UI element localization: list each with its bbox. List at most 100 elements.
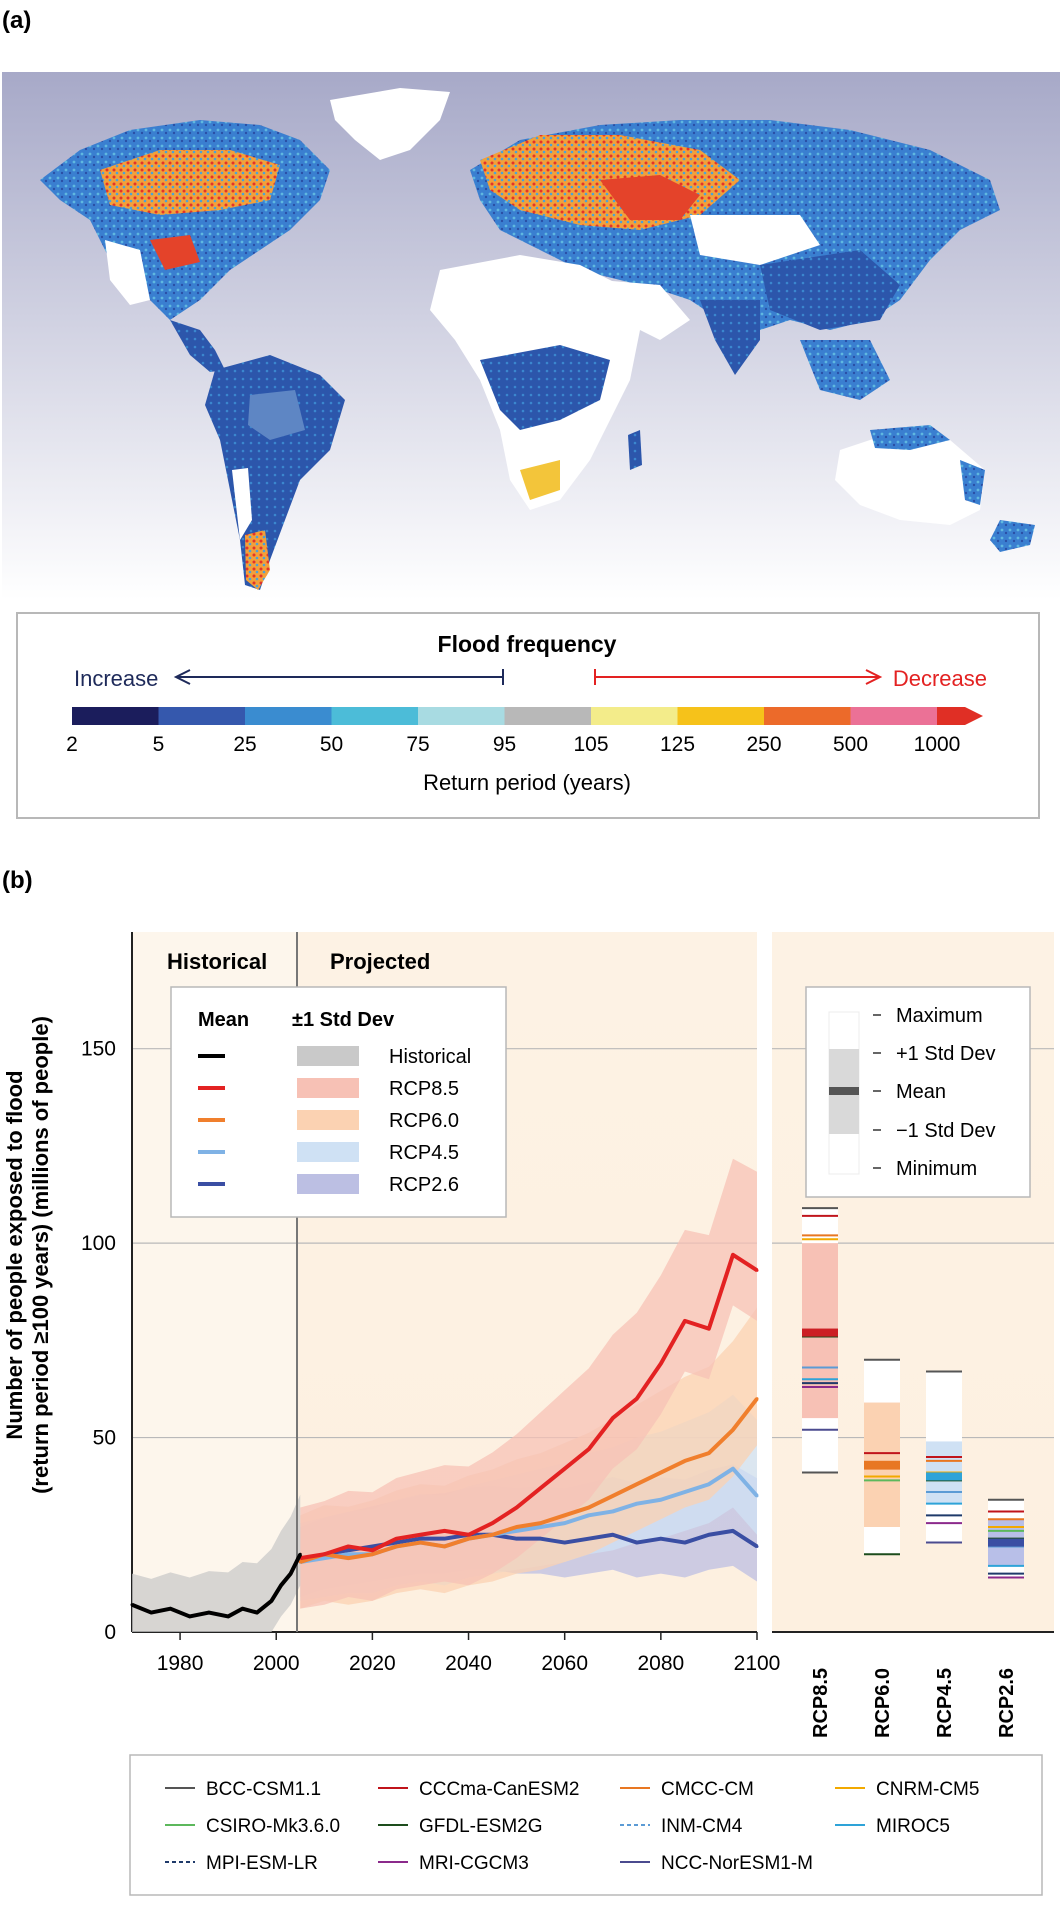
std-band-historical [132, 1494, 301, 1632]
box-scenario-label: RCP2.6 [996, 1668, 1018, 1738]
data-point [587, 1513, 591, 1517]
box-scenario-label: RCP8.5 [810, 1668, 832, 1738]
box-key-mean-label: Mean [896, 1081, 946, 1103]
model-legend-label: MRI-CGCM3 [419, 1853, 529, 1874]
model-legend-label: CSIRO-Mk3.6.0 [206, 1816, 340, 1837]
color-scale-tick-label: 25 [233, 733, 256, 756]
data-point [289, 1572, 293, 1576]
panel-a-label: (a) [2, 7, 31, 34]
data-point [394, 1544, 398, 1548]
model-legend-label: MPI-ESM-LR [206, 1853, 318, 1874]
data-point [418, 1541, 422, 1545]
patagonia-hot [245, 530, 270, 590]
south-america-dry-strip [232, 468, 252, 540]
y-tick-label: 0 [104, 1621, 116, 1644]
data-point [611, 1533, 615, 1537]
color-segment [677, 707, 765, 725]
australia-north-coast [870, 425, 950, 450]
data-point [269, 1599, 273, 1603]
increase-arrow [173, 669, 504, 685]
color-scale-tick-label: 250 [746, 733, 781, 756]
box-key-minimum: Minimum [896, 1158, 977, 1180]
north-america-warm-band [100, 150, 280, 215]
y-tick-label: 150 [81, 1038, 116, 1061]
box-scenario-label: RCP4.5 [934, 1668, 956, 1738]
mean-line-rcp85 [299, 1252, 759, 1561]
north-america-red-area [150, 235, 200, 270]
data-point [188, 1614, 192, 1618]
data-point [683, 1541, 687, 1545]
data-point [130, 1603, 134, 1607]
world-map [2, 72, 1060, 600]
legend-swatch-band [297, 1110, 359, 1130]
data-point [683, 1319, 687, 1323]
color-segment [764, 707, 851, 725]
data-point [279, 1583, 283, 1587]
color-segment-arrow [937, 707, 983, 725]
mean-line-rcp60 [299, 1397, 759, 1564]
data-point [346, 1548, 350, 1552]
data-point [707, 1533, 711, 1537]
color-segment [504, 707, 592, 725]
australia-shape [835, 430, 985, 525]
data-point [370, 1548, 374, 1552]
boxplot-key: Maximum +1 Std Dev Mean −1 Std Dev Minim… [805, 986, 1031, 1198]
box-mean [864, 1460, 900, 1469]
data-point [539, 1486, 543, 1490]
panel-b-label: (b) [2, 867, 33, 894]
data-point [563, 1521, 567, 1525]
box-mean [926, 1472, 962, 1481]
data-point [635, 1397, 639, 1401]
greenland-shape [330, 88, 450, 160]
data-point [539, 1521, 543, 1525]
data-point [241, 1607, 245, 1611]
color-segment [850, 707, 938, 725]
data-point [539, 1537, 543, 1541]
color-scale-tick-label: 50 [320, 733, 343, 756]
data-point [394, 1541, 398, 1545]
model-legend-frame [129, 1754, 1043, 1896]
box-mean [988, 1538, 1024, 1547]
data-point [443, 1537, 446, 1541]
legend-swatch-band [297, 1142, 359, 1162]
data-point [731, 1529, 735, 1533]
data-point [563, 1541, 567, 1545]
color-scale-tick-label: 95 [493, 733, 516, 756]
color-scale-tick-label: 105 [573, 733, 608, 756]
data-point [659, 1498, 663, 1502]
mean-line-rcp26 [299, 1528, 759, 1564]
x-tick-label: 2040 [445, 1652, 492, 1675]
box-mean [802, 1328, 838, 1337]
central-asia-dry [690, 215, 820, 265]
data-point [322, 1552, 326, 1556]
model-legend: BCC-CSM1.1 CCCma-CanESM2 CMCC-CM CNRM-CM5 CS… [129, 1754, 1043, 1896]
data-point [611, 1494, 615, 1498]
data-point [370, 1544, 374, 1548]
scenario-legend-rows: Historical RCP8.5 RCP6.0 RCP4.5 RCP2.6 [198, 1046, 471, 1196]
x-tick-label: 2100 [734, 1652, 781, 1675]
southeast-asia-shape [800, 340, 890, 400]
data-point [443, 1544, 446, 1548]
legend-series-label: RCP6.0 [389, 1110, 459, 1132]
model-legend-label: INM-CM4 [661, 1816, 743, 1837]
color-segment [245, 707, 332, 725]
scenario-boxplots [802, 1207, 1024, 1579]
data-point [394, 1537, 398, 1541]
africa-south-yellow [520, 460, 560, 500]
legend-series-label: RCP8.5 [389, 1078, 459, 1100]
data-point [491, 1533, 495, 1537]
data-point [346, 1556, 350, 1560]
color-segment [591, 707, 678, 725]
data-point [563, 1513, 567, 1517]
y-tick-label: 100 [81, 1232, 116, 1255]
data-point [755, 1494, 759, 1498]
model-legend-label: CNRM-CM5 [876, 1779, 979, 1800]
data-point [659, 1362, 663, 1366]
model-legend-label: CMCC-CM [661, 1779, 754, 1800]
central-america-shape [170, 320, 225, 372]
data-point [515, 1525, 519, 1529]
china-deep [760, 250, 900, 330]
y-axis-title-line1: Number of people exposed to flood [2, 1070, 27, 1439]
color-scale-tick-label: 75 [406, 733, 429, 756]
